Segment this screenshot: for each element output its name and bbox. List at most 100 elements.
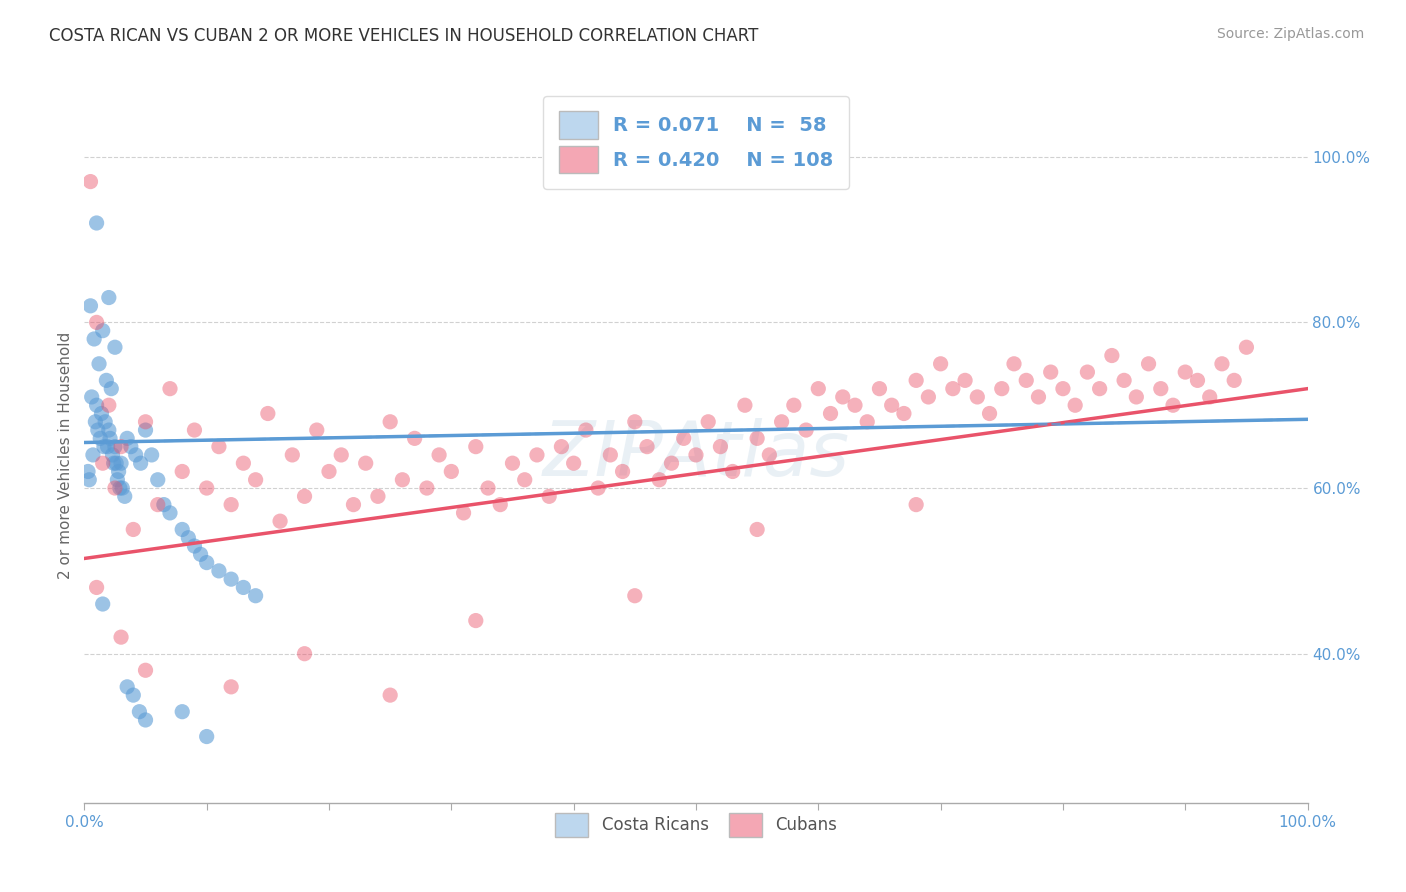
Point <box>758 448 780 462</box>
Point <box>98 431 121 445</box>
Point <box>1076 365 1098 379</box>
Point <box>83 332 105 346</box>
Point <box>86 581 108 595</box>
Point <box>110 630 132 644</box>
Point <box>79 299 101 313</box>
Point <box>105 456 128 470</box>
Point <box>721 465 744 479</box>
Point <box>453 506 475 520</box>
Point <box>709 440 731 454</box>
Point <box>93 440 115 454</box>
Point <box>128 705 150 719</box>
Point <box>685 448 707 462</box>
Point <box>89 431 111 445</box>
Point <box>991 382 1014 396</box>
Point <box>120 440 142 454</box>
Point <box>86 398 108 412</box>
Point <box>86 216 108 230</box>
Point <box>97 423 120 437</box>
Point <box>1088 382 1111 396</box>
Point <box>87 423 110 437</box>
Point <box>122 688 145 702</box>
Point <box>869 382 891 396</box>
Point <box>624 589 647 603</box>
Point <box>110 440 132 454</box>
Point <box>195 556 218 570</box>
Point <box>135 663 157 677</box>
Point <box>586 481 609 495</box>
Point <box>1211 357 1233 371</box>
Point <box>624 415 647 429</box>
Point <box>770 415 793 429</box>
Point <box>318 465 340 479</box>
Point <box>245 473 267 487</box>
Point <box>183 423 205 437</box>
Point <box>153 498 176 512</box>
Point <box>427 448 450 462</box>
Point <box>380 688 402 702</box>
Point <box>232 456 254 470</box>
Point <box>979 407 1001 421</box>
Point <box>1028 390 1050 404</box>
Point <box>747 523 769 537</box>
Point <box>880 398 903 412</box>
Point <box>464 440 486 454</box>
Point <box>219 498 242 512</box>
Point <box>87 357 110 371</box>
Point <box>648 473 671 487</box>
Point <box>1101 349 1123 363</box>
Point <box>135 415 157 429</box>
Point <box>208 564 231 578</box>
Point <box>159 506 181 520</box>
Point <box>195 730 218 744</box>
Point <box>380 415 402 429</box>
Point <box>1174 365 1197 379</box>
Point <box>942 382 965 396</box>
Point <box>208 440 231 454</box>
Point <box>1161 398 1184 412</box>
Point <box>172 523 194 537</box>
Point <box>513 473 536 487</box>
Point <box>101 448 124 462</box>
Point <box>477 481 499 495</box>
Point <box>1223 373 1246 387</box>
Point <box>96 373 118 387</box>
Point <box>330 448 353 462</box>
Point <box>135 423 157 437</box>
Point <box>146 473 169 487</box>
Text: COSTA RICAN VS CUBAN 2 OR MORE VEHICLES IN HOUSEHOLD CORRELATION CHART: COSTA RICAN VS CUBAN 2 OR MORE VEHICLES … <box>49 27 759 45</box>
Point <box>966 390 988 404</box>
Point <box>575 423 598 437</box>
Point <box>183 539 205 553</box>
Point <box>893 407 915 421</box>
Point <box>599 448 621 462</box>
Point <box>747 431 769 445</box>
Point <box>77 465 100 479</box>
Point <box>79 175 101 189</box>
Point <box>97 440 120 454</box>
Y-axis label: 2 or more Vehicles in Household: 2 or more Vehicles in Household <box>58 331 73 579</box>
Point <box>1125 390 1147 404</box>
Point <box>103 456 125 470</box>
Point <box>489 498 512 512</box>
Point <box>1150 382 1173 396</box>
Point <box>245 589 267 603</box>
Point <box>91 597 114 611</box>
Point <box>404 431 426 445</box>
Point <box>1064 398 1087 412</box>
Point <box>82 448 104 462</box>
Point <box>115 680 138 694</box>
Point <box>97 398 120 412</box>
Point <box>110 456 132 470</box>
Point <box>1052 382 1074 396</box>
Point <box>232 581 254 595</box>
Point <box>1198 390 1220 404</box>
Point <box>367 489 389 503</box>
Point <box>1002 357 1025 371</box>
Legend: Costa Ricans, Cubans: Costa Ricans, Cubans <box>548 806 844 843</box>
Point <box>146 498 169 512</box>
Point <box>100 382 122 396</box>
Text: ZIPAtlas: ZIPAtlas <box>543 418 849 491</box>
Point <box>734 398 756 412</box>
Point <box>86 315 108 329</box>
